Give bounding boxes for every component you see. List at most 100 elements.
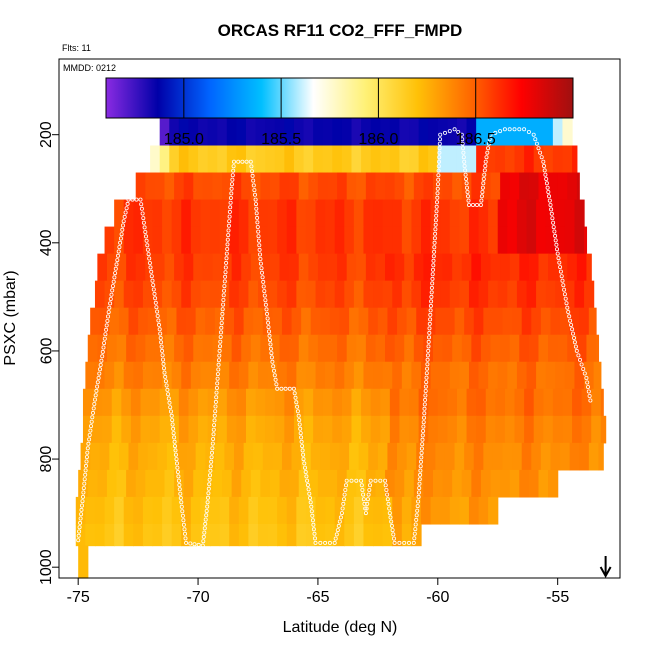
heat-cell-10 [437, 388, 448, 417]
track-point [359, 478, 364, 483]
heat-cell-9 [353, 361, 365, 390]
colorbar-tick-label: 186.5 [456, 131, 496, 148]
track-point [267, 333, 272, 338]
track-point [414, 513, 419, 518]
heat-cell-8 [356, 334, 367, 363]
track-point [344, 478, 349, 483]
track-point [227, 214, 232, 219]
heat-cell-7 [205, 307, 216, 336]
heat-cell-9 [85, 361, 96, 390]
heat-cell-6 [497, 280, 508, 309]
heat-cell-14 [459, 496, 470, 525]
track-point [367, 487, 372, 492]
heat-cell-2 [308, 172, 319, 201]
heat-cell-9 [478, 361, 489, 390]
track-point [336, 523, 341, 528]
heat-cell-14 [344, 496, 355, 525]
heat-cell-9 [219, 361, 230, 390]
arrow-head [599, 566, 612, 579]
track-point [94, 388, 99, 393]
heat-cell-6 [363, 280, 374, 309]
heat-cell-8 [423, 334, 434, 363]
heat-cell-5 [509, 253, 520, 282]
track-point [413, 522, 418, 527]
track-point [391, 532, 396, 537]
heat-cell-5 [452, 253, 463, 282]
track-point [109, 292, 114, 297]
heat-cell-7 [310, 307, 321, 336]
heat-cell-3 [200, 199, 211, 228]
heat-cell-13 [298, 469, 309, 498]
heat-cell-2 [471, 172, 482, 201]
track-point [573, 344, 578, 349]
track-point [435, 186, 440, 191]
track-point [220, 307, 225, 312]
heat-cell-12 [521, 442, 532, 471]
heat-cell-11 [495, 415, 506, 444]
heat-cell-11 [361, 415, 372, 444]
track-point [172, 439, 177, 444]
heat-cell-1 [246, 145, 257, 174]
heat-cell-0 [322, 118, 333, 147]
x-tick-label: -65 [306, 589, 329, 606]
heat-cell-4 [488, 226, 499, 255]
heat-cell-9 [449, 361, 460, 390]
heat-cell-4 [353, 226, 365, 255]
track-point [150, 278, 155, 283]
heat-cell-8 [385, 334, 396, 363]
heat-cell-0 [274, 118, 285, 147]
heat-cell-10 [466, 388, 477, 417]
track-point [559, 274, 564, 279]
heat-cell-5 [413, 253, 425, 282]
track-point [130, 197, 135, 202]
track-point [462, 159, 467, 164]
track-point [335, 528, 340, 533]
track-point [81, 486, 86, 491]
track-point [299, 439, 304, 444]
heat-cell-13 [317, 469, 329, 498]
heat-cell-0 [437, 118, 448, 147]
heat-cell-9 [584, 361, 595, 390]
heat-cell-5 [433, 253, 444, 282]
track-point [224, 251, 229, 256]
track-point [229, 186, 234, 191]
heat-cell-13 [135, 469, 146, 498]
heat-cell-14 [75, 496, 86, 525]
track-point [203, 521, 208, 526]
track-point [229, 182, 234, 187]
track-point [125, 201, 130, 206]
track-point [249, 164, 254, 169]
heat-cell-11 [207, 415, 218, 444]
track-point [116, 249, 121, 254]
track-point [228, 200, 233, 205]
track-point [139, 206, 144, 211]
track-point [272, 373, 277, 378]
heat-cell-0 [504, 118, 516, 147]
heat-cell-14 [85, 496, 96, 525]
track-point [383, 478, 388, 483]
track-point [425, 362, 430, 367]
heat-cell-3 [210, 199, 221, 228]
track-point [209, 450, 214, 455]
heat-cell-5 [365, 253, 377, 282]
heat-cell-10 [159, 388, 170, 417]
heat-cell-13 [490, 469, 501, 498]
heat-cell-11 [514, 415, 525, 444]
track-point [200, 543, 205, 548]
heat-cell-1 [543, 145, 554, 174]
heat-cell-15 [210, 523, 221, 547]
heat-cell-5 [183, 253, 194, 282]
heat-cell-2 [145, 172, 156, 201]
track-point [261, 284, 266, 289]
track-point [418, 472, 423, 477]
track-point [417, 481, 422, 486]
heat-cell-4 [545, 226, 556, 255]
track-point [96, 375, 101, 380]
track-point [211, 436, 216, 441]
heat-cell-11 [121, 415, 132, 444]
track-point [365, 497, 370, 502]
heat-cell-14 [152, 496, 163, 525]
heat-cell-5 [490, 253, 501, 282]
track-point [268, 346, 273, 351]
track-point [214, 390, 219, 395]
